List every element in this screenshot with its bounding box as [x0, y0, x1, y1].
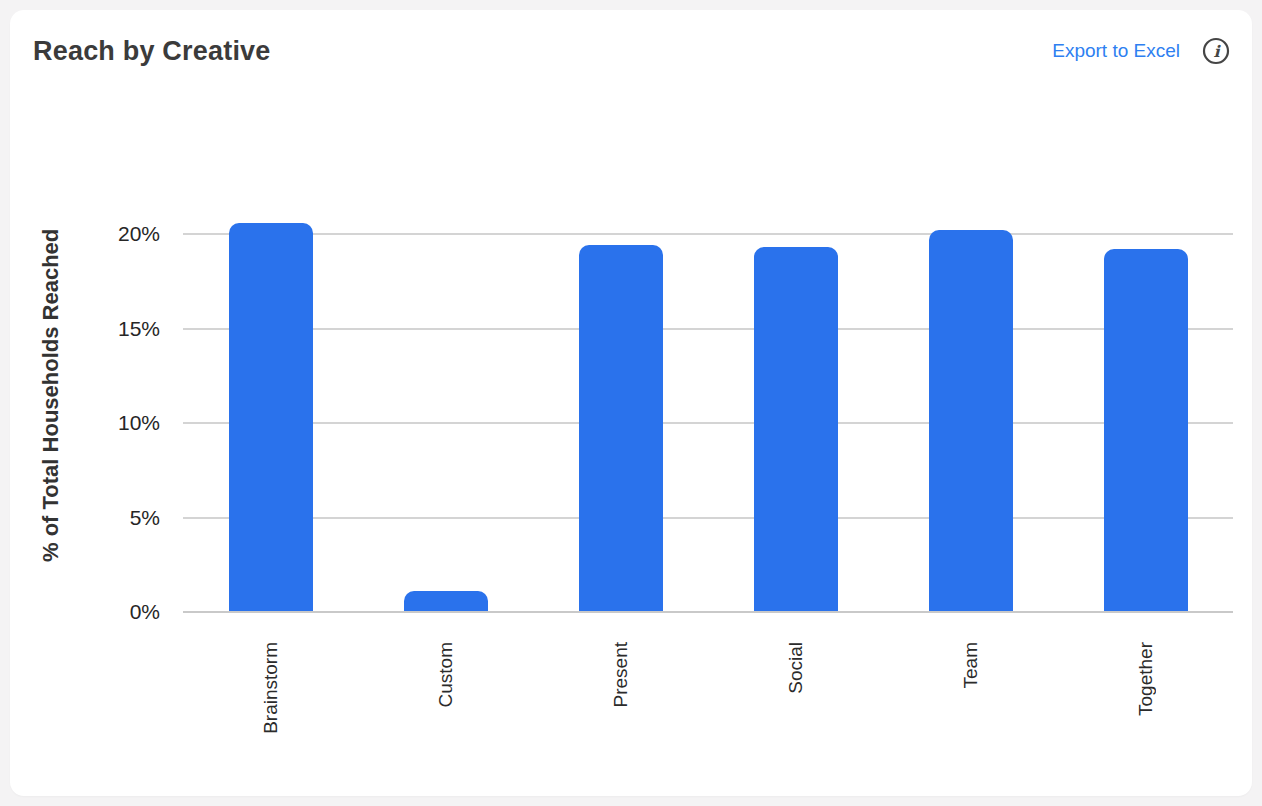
y-tick-label-5%: 5%: [40, 505, 160, 531]
x-axis-label-brainstorm: Brainstorm: [259, 642, 283, 734]
gridline-5%: [183, 517, 1233, 519]
x-axis-baseline: [183, 611, 1233, 613]
bar-present[interactable]: [579, 245, 663, 612]
bar-brainstorm[interactable]: [229, 223, 313, 612]
y-tick-label-15%: 15%: [40, 316, 160, 342]
bar-social[interactable]: [754, 247, 838, 612]
bar-custom[interactable]: [404, 591, 488, 612]
y-tick-label-0%: 0%: [40, 599, 160, 625]
reach-by-creative-card: Reach by Creative Export to Excel i % of…: [10, 10, 1252, 796]
bar-together[interactable]: [1104, 249, 1188, 612]
gridline-15%: [183, 328, 1233, 330]
x-axis-label-together: Together: [1134, 642, 1158, 716]
bar-team[interactable]: [929, 230, 1013, 612]
y-tick-label-10%: 10%: [40, 410, 160, 436]
gridline-20%: [183, 233, 1233, 235]
y-tick-label-20%: 20%: [40, 221, 160, 247]
x-axis-label-team: Team: [959, 642, 983, 688]
bar-chart: % of Total Households Reached 0%5%10%15%…: [10, 10, 1252, 796]
page-background: Reach by Creative Export to Excel i % of…: [0, 0, 1262, 806]
gridline-10%: [183, 422, 1233, 424]
x-axis-label-custom: Custom: [434, 642, 458, 707]
x-axis-label-social: Social: [784, 642, 808, 694]
x-axis-label-present: Present: [609, 642, 633, 707]
